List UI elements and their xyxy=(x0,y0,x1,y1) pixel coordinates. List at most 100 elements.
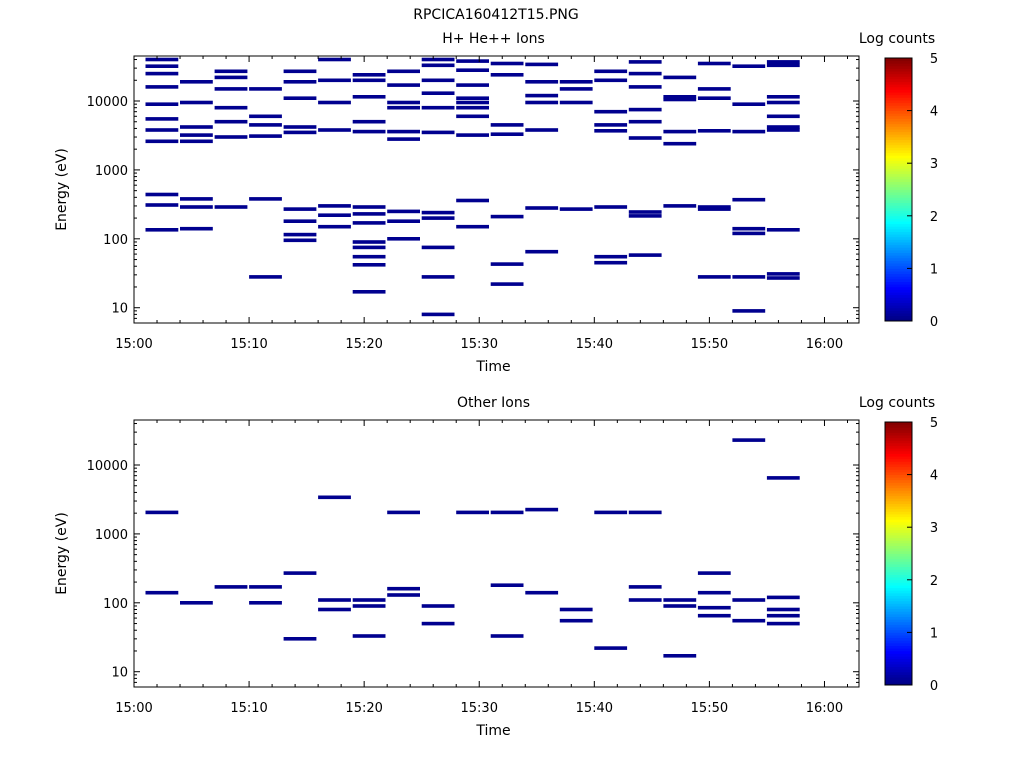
count-mark xyxy=(180,100,213,105)
count-mark xyxy=(594,260,628,265)
count-mark xyxy=(283,238,317,243)
count-mark xyxy=(594,205,628,209)
count-mark xyxy=(732,64,766,68)
count-mark xyxy=(249,123,282,127)
x-tick-label: 16:00 xyxy=(806,337,843,352)
count-mark xyxy=(214,205,248,209)
count-mark xyxy=(145,128,179,132)
colorbar-label: Log counts xyxy=(859,395,935,411)
count-mark xyxy=(559,87,593,91)
count-mark xyxy=(421,604,455,608)
count-mark xyxy=(283,69,317,74)
plot-frame xyxy=(133,419,860,688)
count-mark xyxy=(663,95,697,99)
count-mark xyxy=(766,607,800,612)
count-mark xyxy=(766,595,800,600)
count-mark xyxy=(456,114,489,119)
x-tick-label: 15:20 xyxy=(345,337,382,352)
count-mark xyxy=(490,282,524,286)
y-axis: 10 100 1000 10000 xyxy=(87,59,859,324)
count-mark xyxy=(594,254,628,259)
count-mark xyxy=(663,598,697,602)
count-mark xyxy=(525,93,559,98)
count-mark xyxy=(352,212,386,216)
y-tick-label: 10 xyxy=(111,302,128,317)
count-mark xyxy=(559,618,593,623)
colorbar-tick-label: 5 xyxy=(930,416,938,431)
count-mark xyxy=(387,105,420,110)
count-mark xyxy=(490,214,524,219)
colorbar: 0 1 2 3 4 5 Log counts xyxy=(859,395,938,694)
count-mark xyxy=(628,598,662,602)
count-mark xyxy=(421,312,455,317)
count-mark xyxy=(697,96,731,100)
count-mark xyxy=(732,226,766,231)
count-mark xyxy=(352,240,386,244)
count-mark xyxy=(456,100,489,105)
count-mark xyxy=(663,97,697,102)
count-mark xyxy=(732,309,766,313)
count-mark xyxy=(766,228,800,232)
count-mark xyxy=(663,204,697,208)
figure-title: RPCICA160412T15.PNG xyxy=(413,7,578,23)
count-mark xyxy=(352,95,386,99)
colorbar-tick-label: 0 xyxy=(930,679,938,694)
count-mark xyxy=(387,586,420,591)
count-mark xyxy=(456,59,489,63)
count-mark xyxy=(318,495,351,500)
heatmap-cells xyxy=(145,57,800,317)
count-mark xyxy=(318,224,351,229)
count-mark xyxy=(766,60,800,64)
count-mark xyxy=(697,275,731,279)
count-mark xyxy=(145,228,179,232)
colorbar-tick-label: 2 xyxy=(930,210,938,225)
count-mark xyxy=(732,438,766,442)
x-tick-label: 15:00 xyxy=(115,701,152,716)
colorbar-tick-label: 1 xyxy=(930,262,938,277)
count-mark xyxy=(318,57,351,62)
count-mark xyxy=(421,91,455,95)
plot-frame xyxy=(133,55,860,324)
count-mark xyxy=(456,105,489,110)
count-mark xyxy=(318,128,351,132)
count-mark xyxy=(525,80,559,84)
count-mark xyxy=(352,221,386,225)
count-mark xyxy=(421,63,455,68)
count-mark xyxy=(352,290,386,294)
count-mark xyxy=(145,64,179,68)
count-mark xyxy=(180,601,213,605)
count-mark xyxy=(214,105,248,110)
count-mark xyxy=(352,263,386,267)
count-mark xyxy=(697,207,731,211)
count-mark xyxy=(180,80,213,84)
count-mark xyxy=(387,129,420,134)
count-mark xyxy=(766,95,800,99)
count-mark xyxy=(594,109,628,114)
count-mark xyxy=(628,253,662,257)
colorbar-tick-label: 2 xyxy=(930,574,938,589)
count-mark xyxy=(387,100,420,105)
count-mark xyxy=(766,125,800,129)
count-mark xyxy=(214,135,248,139)
y-tick-label: 1000 xyxy=(95,528,128,543)
count-mark xyxy=(594,78,628,83)
count-mark xyxy=(490,510,524,515)
count-mark xyxy=(249,585,282,589)
count-mark xyxy=(559,607,593,612)
count-mark xyxy=(145,139,179,144)
count-mark xyxy=(421,275,455,279)
count-mark xyxy=(318,598,351,602)
count-mark xyxy=(421,216,455,220)
count-mark xyxy=(766,63,800,68)
count-mark xyxy=(352,254,386,259)
count-mark xyxy=(283,637,317,641)
count-mark xyxy=(663,75,697,80)
count-mark xyxy=(421,78,455,83)
count-mark xyxy=(525,128,559,132)
count-mark xyxy=(732,231,766,236)
count-mark xyxy=(145,85,179,89)
count-mark xyxy=(387,209,420,214)
count-mark xyxy=(628,107,662,112)
